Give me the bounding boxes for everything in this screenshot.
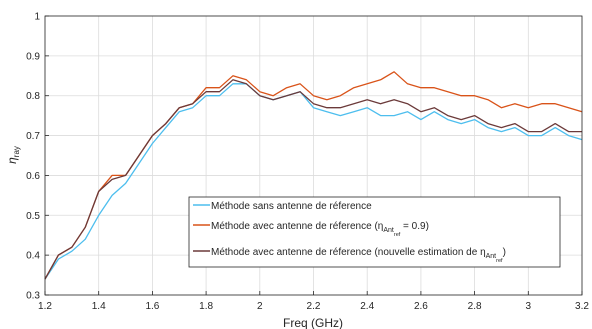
y-tick-label: 0.5 bbox=[26, 211, 40, 222]
y-tick-label: 0.4 bbox=[26, 251, 40, 262]
x-tick-label: 1.4 bbox=[92, 301, 106, 312]
x-tick-label: 2.6 bbox=[414, 301, 428, 312]
x-tick-label: 1.6 bbox=[145, 301, 159, 312]
y-tick-label: 1 bbox=[34, 12, 40, 23]
y-tick-label: 0.8 bbox=[26, 91, 40, 102]
x-axis-label: Freq (GHz) bbox=[283, 316, 343, 329]
x-tick-label: 2.2 bbox=[307, 301, 321, 312]
y-tick-label: 0.7 bbox=[26, 131, 40, 142]
x-tick-label: 3 bbox=[526, 301, 532, 312]
y-axis-label: ηray bbox=[5, 146, 21, 164]
series-line-sans-reference bbox=[44, 83, 583, 280]
series-layer bbox=[44, 71, 583, 280]
legend-label-nouvelle: Méthode avec antenne de réference (nouve… bbox=[211, 247, 506, 264]
y-tick-label: 0.3 bbox=[26, 291, 40, 302]
y-tick-label: 0.6 bbox=[26, 171, 40, 182]
x-tick-label: 2.4 bbox=[360, 301, 374, 312]
legend-label-sans: Méthode sans antenne de réference bbox=[211, 201, 372, 212]
series-line-nouvelle-estimation bbox=[44, 79, 582, 280]
x-tick-label: 1.8 bbox=[199, 301, 213, 312]
ticks: 1.2 1.4 1.6 1.8 2 2.2 2.4 2.6 2.8 3 3.2 0.3 0.4 0.5 0.… bbox=[26, 12, 589, 313]
legend-box bbox=[188, 196, 561, 268]
x-tick-label: 1.2 bbox=[38, 301, 52, 312]
x-tick-label: 3.2 bbox=[575, 301, 589, 312]
legend: Méthode sans antenne de réference Méthod… bbox=[188, 196, 561, 268]
y-tick-label: 0.9 bbox=[26, 51, 40, 62]
x-tick-label: 2.8 bbox=[468, 301, 482, 312]
x-tick-label: 2 bbox=[257, 301, 263, 312]
legend-label-avec: Méthode avec antenne de réference (ηAntr… bbox=[211, 221, 429, 238]
